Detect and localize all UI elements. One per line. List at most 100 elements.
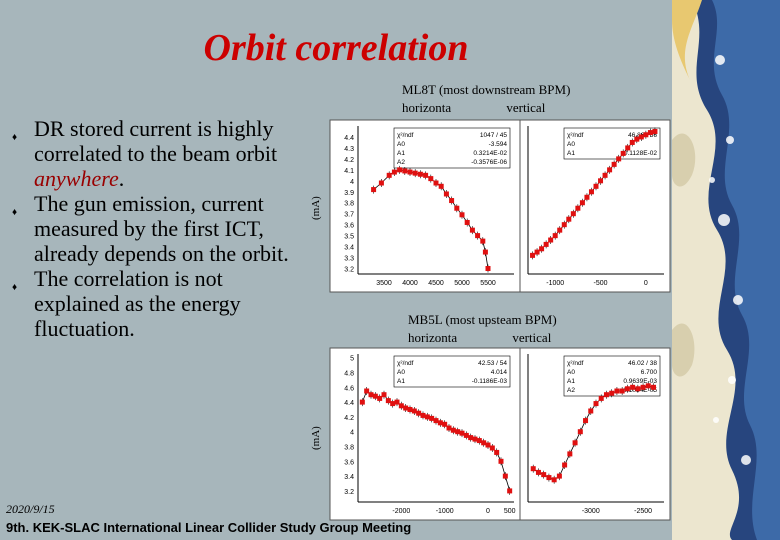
data-point [442, 421, 448, 427]
x-tick-label: -2000 [392, 508, 410, 515]
data-point [603, 392, 609, 398]
data-point [469, 227, 475, 233]
fit-stat-value: -0.1186E-03 [472, 378, 508, 385]
y-tick-label: 4.6 [344, 385, 354, 392]
data-point [625, 145, 631, 151]
data-point [416, 410, 422, 416]
data-point [507, 488, 513, 494]
y-tick-label: 4.8 [344, 371, 354, 378]
data-point [561, 222, 567, 228]
data-point [609, 390, 615, 396]
fit-stat-name: A1 [567, 150, 575, 157]
data-point [443, 191, 449, 197]
data-point [620, 150, 626, 156]
data-point [438, 183, 444, 189]
bullet-item: ♦ The gun emission, current measured by … [12, 191, 302, 266]
y-tick-label: 3.7 [344, 212, 354, 219]
data-point [588, 189, 594, 195]
footer-meeting: 9th. KEK-SLAC International Linear Colli… [6, 520, 412, 535]
fit-stat-value: -0.3576E-06 [471, 159, 507, 166]
y-tick-label: 3.6 [344, 223, 354, 230]
fit-stat-value: 1047 / 45 [480, 132, 507, 139]
y-tick-label: 3.2 [344, 489, 354, 496]
slide-title: Orbit correlation [203, 27, 469, 69]
bullet-icon: ♦ [12, 207, 18, 218]
x-tick-label: -2500 [634, 508, 652, 515]
data-point [450, 427, 456, 433]
data-point [541, 472, 547, 478]
x-tick-label: 0 [486, 508, 490, 515]
data-point [614, 388, 620, 394]
data-point [433, 180, 439, 186]
data-point [552, 233, 558, 239]
y-tick-label: 3.6 [344, 459, 354, 466]
data-point [629, 139, 635, 145]
y-tick-label: 3.3 [344, 256, 354, 263]
data-point [598, 178, 604, 184]
data-point [429, 415, 435, 421]
fit-stat-value: 4.014 [491, 369, 508, 376]
data-point [543, 241, 549, 247]
data-point [551, 477, 557, 483]
x-tick-label: -3000 [582, 508, 600, 515]
fit-stat-name: A1 [397, 150, 405, 157]
fit-stat-name: A2 [567, 387, 575, 394]
data-point [607, 167, 613, 173]
data-point [611, 161, 617, 167]
bullet-text-end: . [118, 166, 125, 191]
data-point [472, 436, 478, 442]
data-point [455, 429, 461, 435]
y-tick-label: 3.4 [344, 474, 354, 481]
data-point [394, 399, 400, 405]
data-point [616, 156, 622, 162]
fit-stat-name: A0 [567, 369, 575, 376]
data-point [572, 440, 578, 446]
data-point [643, 132, 649, 138]
y-tick-label: 4.2 [344, 157, 354, 164]
data-point [539, 246, 545, 252]
data-point [377, 395, 383, 401]
data-point [593, 401, 599, 407]
data-point [652, 128, 658, 134]
bullet-text: The gun emission, current measured by th… [34, 191, 289, 266]
data-point [449, 198, 455, 204]
data-point [368, 392, 374, 398]
data-point [638, 134, 644, 140]
data-point [485, 442, 491, 448]
data-point [482, 249, 488, 255]
data-point [640, 384, 646, 390]
data-point [459, 430, 465, 436]
wave-decoration [672, 0, 780, 540]
data-point [402, 168, 408, 174]
bullet-icon: ♦ [12, 282, 18, 293]
data-point [583, 418, 589, 424]
data-point [381, 392, 387, 398]
data-point [480, 238, 486, 244]
data-point [498, 458, 504, 464]
y-tick-label: 3.4 [344, 245, 354, 252]
correlation-plots: 4.4 4.3 4.2 4.1 4 3.9 3.8 3.7 3.6 3.5 3.4 3.3 3.2 350… [329, 119, 671, 521]
data-point [446, 425, 452, 431]
x-tick-label: 500 [504, 508, 516, 515]
data-point [570, 211, 576, 217]
x-tick-label: 4000 [402, 280, 418, 287]
data-point [535, 469, 541, 475]
data-point [424, 414, 430, 420]
y-tick-label: 4.4 [344, 400, 354, 407]
data-point [634, 136, 640, 142]
y-tick-label: 4.2 [344, 415, 354, 422]
fit-stats-box [393, 355, 511, 388]
data-point [459, 212, 465, 218]
data-point [546, 475, 552, 481]
bullet-text: DR stored current is highly correlated t… [34, 116, 278, 166]
data-point [577, 429, 583, 435]
bottom-plot-subcaption: horizonta vertical [408, 330, 552, 345]
top-plot-caption: ML8T (most downstream BPM) [402, 82, 571, 97]
y-tick-label: 3.8 [344, 445, 354, 452]
data-point [651, 384, 657, 390]
data-point [372, 393, 378, 399]
data-point [584, 194, 590, 200]
data-point [433, 418, 439, 424]
fit-stat-value: 46.02 / 38 [628, 360, 657, 367]
footer-date: 2020/9/15 [6, 502, 55, 516]
